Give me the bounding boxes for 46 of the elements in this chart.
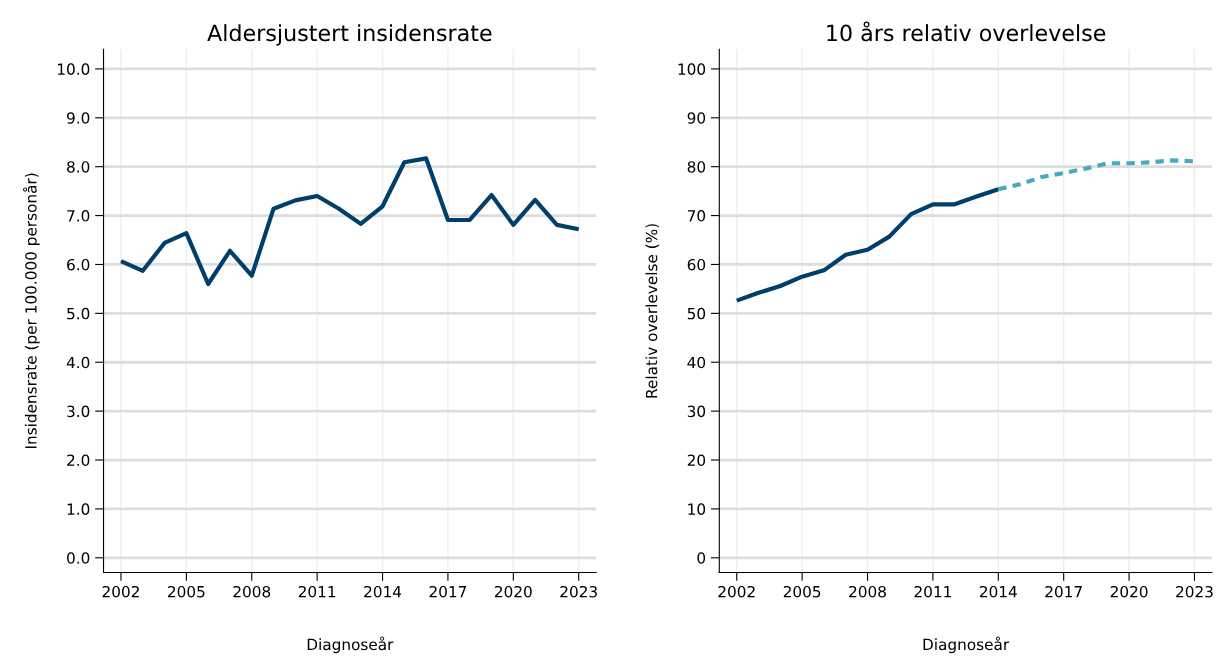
y-tick-label: 2.0: [67, 454, 90, 467]
x-tick-label: 2008: [233, 585, 271, 598]
y-tick-label: 30: [687, 405, 706, 418]
line-series: [118, 156, 581, 287]
x-tick-label: 2002: [718, 585, 755, 598]
y-tick-label: 60: [687, 258, 706, 271]
chart-title: 10 års relativ overlevelse: [827, 21, 1106, 42]
y-tick-label: 20: [687, 454, 706, 467]
y-tick-label: 1.0: [67, 503, 90, 515]
x-tick-label: 2011: [914, 585, 951, 598]
chart-title: Aldersjustert insidensrate: [207, 24, 492, 46]
x-tick-label: 2014: [364, 585, 402, 598]
x-tick-label: 2011: [298, 585, 336, 598]
y-tick-label: 6.0: [67, 258, 90, 271]
y-tick-label: 0: [697, 552, 706, 564]
y-axis-title: Relativ overlevelse (%): [645, 224, 660, 398]
x-tick-label: 2023: [1176, 585, 1213, 598]
x-tick-label: 2017: [1045, 585, 1082, 598]
y-tick-label: 9.0: [67, 112, 90, 124]
x-tick-label: 2014: [979, 585, 1017, 598]
x-axis-title: Diagnoseår: [307, 636, 394, 654]
x-tick-label: 2005: [168, 585, 205, 598]
y-tick-label: 10: [688, 503, 706, 515]
x-axis-title: Diagnoseår: [923, 636, 1010, 654]
y-tick-label: 8.0: [67, 161, 90, 173]
x-tick-label: 2002: [102, 585, 139, 598]
x-tick-label: 2008: [849, 585, 886, 598]
y-tick-label: 40: [687, 356, 706, 369]
x-tick-label: 2023: [560, 585, 597, 598]
y-tick-label: 7.0: [67, 210, 90, 222]
x-tick-label: 2020: [1110, 585, 1148, 598]
y-tick-label: 4.0: [66, 356, 90, 369]
y-tick-label: 80: [687, 161, 706, 173]
y-tick-label: 70: [687, 210, 706, 222]
y-tick-label: 90: [687, 112, 706, 124]
y-tick-label: 0.0: [67, 552, 90, 564]
y-axis-title: Insidensrate (per 100.000 personår): [23, 173, 40, 449]
x-tick-label: 2017: [429, 585, 467, 598]
y-tick-label: 10.0: [58, 63, 90, 75]
x-tick-label: 2005: [783, 585, 821, 598]
y-tick-label: 50: [687, 307, 706, 320]
y-tick-label: 100: [678, 63, 706, 75]
line-series: [734, 187, 1001, 303]
x-tick-label: 2020: [494, 585, 532, 598]
y-tick-label: 5.0: [67, 307, 90, 320]
y-tick-label: 3.0: [67, 405, 90, 418]
